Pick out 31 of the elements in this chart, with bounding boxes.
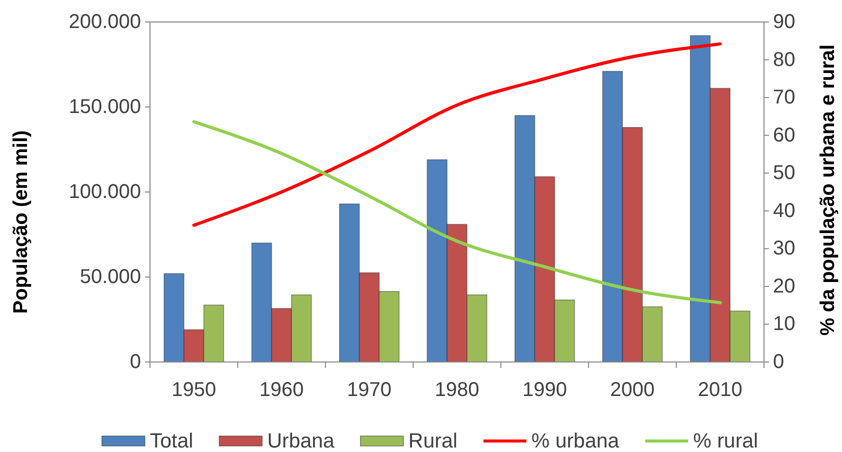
legend-label: % urbana <box>531 430 620 452</box>
y-tick-label: 150.000 <box>68 96 141 118</box>
y-axis-title: População (em mil) <box>10 130 32 314</box>
x-tick-label: 1990 <box>522 379 567 401</box>
y2-axis-title: % da população urbana e rural <box>817 44 839 336</box>
y2-tick-label: 0 <box>773 351 784 373</box>
line-series <box>192 42 722 227</box>
y2-tick-label: 40 <box>773 200 796 222</box>
y2-tick-label: 90 <box>773 11 796 33</box>
y2-tick-label: 20 <box>773 275 796 298</box>
legend-label: Urbana <box>267 430 336 452</box>
x-tick-label: 1960 <box>259 379 304 401</box>
x-tick-label: 1980 <box>434 379 480 401</box>
x-tick-label: 2010 <box>698 379 742 401</box>
x-tick-label: 1970 <box>347 379 392 401</box>
y2-tick-label: 10 <box>773 313 796 336</box>
legend-label: % rural <box>693 430 758 452</box>
y-tick-label: 100.000 <box>68 181 141 203</box>
y-tick-label: 0 <box>130 351 141 373</box>
y2-tick-label: 50 <box>773 162 796 184</box>
y2-tick-label: 80 <box>773 48 796 71</box>
y2-tick-label: 70 <box>773 86 796 109</box>
x-tick-label: 2000 <box>610 379 655 401</box>
y-tick-label: 200.000 <box>68 11 141 33</box>
x-tick-label: 1950 <box>172 379 216 401</box>
y2-tick-label: 60 <box>773 124 796 146</box>
y-tick-label: 50.000 <box>80 266 141 288</box>
legend-label: Total <box>150 430 194 452</box>
legend-label: Rural <box>408 430 458 452</box>
y2-tick-label: 30 <box>773 238 796 260</box>
line-series <box>192 120 722 304</box>
